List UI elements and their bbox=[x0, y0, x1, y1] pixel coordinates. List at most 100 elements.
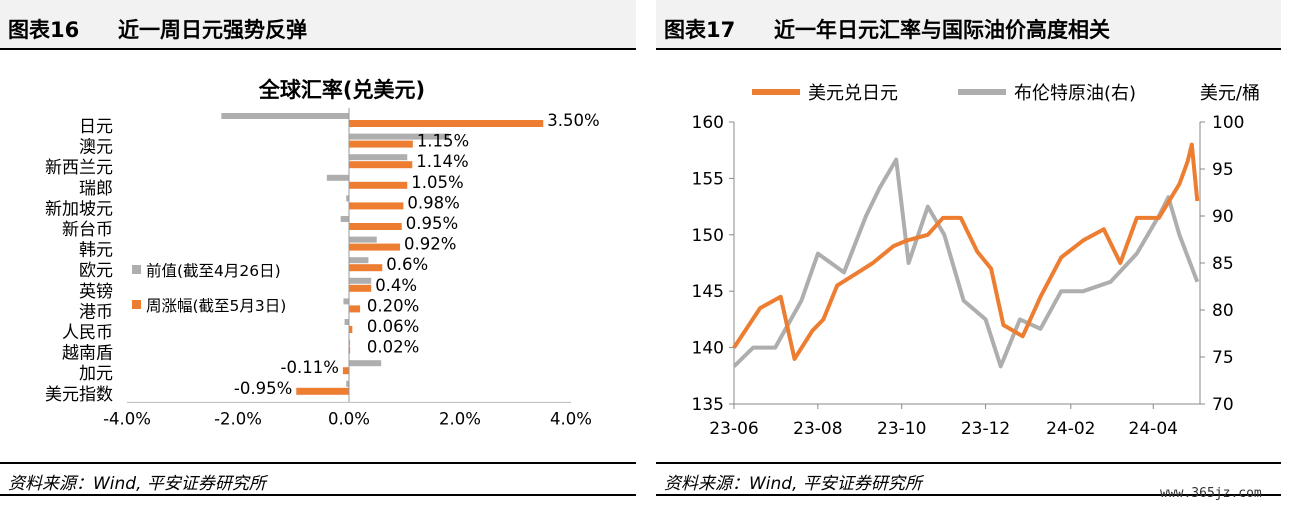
legend-label-previous: 前值(截至4月26日) bbox=[146, 262, 281, 280]
category-label: 澳元 bbox=[79, 138, 113, 158]
x-tick-label: 23-06 bbox=[709, 419, 758, 439]
data-label: 0.95% bbox=[406, 214, 458, 233]
bar-weekly-change bbox=[349, 305, 361, 313]
bar-previous-week bbox=[343, 298, 349, 305]
data-label: 1.05% bbox=[411, 173, 463, 192]
bar-previous-week bbox=[349, 257, 369, 264]
figure-title: 近一周日元强势反弹 bbox=[118, 18, 307, 42]
right-axis-unit: 美元/桶 bbox=[1200, 83, 1260, 104]
x-tick-label: 2.0% bbox=[439, 409, 481, 428]
x-tick-label: 23-10 bbox=[877, 419, 926, 439]
legend-label-weekly: 周涨幅(截至5月3日) bbox=[146, 297, 286, 315]
category-label: 新台币 bbox=[62, 220, 113, 240]
legend-label-usdjpy: 美元兑日元 bbox=[808, 83, 898, 104]
right-tick-label: 75 bbox=[1212, 348, 1234, 368]
left-tick-label: 145 bbox=[692, 282, 724, 302]
watermark: www.365jz.com bbox=[1160, 486, 1262, 501]
bar-previous-week bbox=[349, 360, 382, 367]
source-note: 资料来源：Wind, 平安证券研究所 bbox=[656, 462, 1281, 496]
bar-weekly-change bbox=[349, 202, 404, 210]
left-tick-label: 155 bbox=[692, 169, 724, 189]
figure-16-panel: 图表16 近一周日元强势反弹 全球汇率(兑美元) 日元 3.50% 澳元 1.15% 新西… bbox=[0, 0, 636, 510]
right-tick-label: 100 bbox=[1212, 113, 1244, 133]
legend-swatch-weekly bbox=[132, 300, 141, 309]
bar-weekly-change bbox=[342, 367, 349, 375]
chart-title: 全球汇率(兑美元) bbox=[258, 78, 425, 102]
figure-17-panel: 图表17 近一年日元汇率与国际油价高度相关 135 140 145 150 155 160… bbox=[656, 0, 1281, 510]
left-tick-label: 150 bbox=[692, 226, 724, 246]
data-label: 0.20% bbox=[367, 296, 419, 315]
source-text: 资料来源：Wind, 平安证券研究所 bbox=[8, 474, 266, 494]
x-tick-label: -2.0% bbox=[214, 409, 262, 428]
category-label: 英镑 bbox=[79, 282, 113, 302]
bar-weekly-change bbox=[349, 223, 402, 230]
x-tick-label: 0.0% bbox=[328, 409, 370, 428]
category-label: 瑞郎 bbox=[79, 179, 113, 199]
category-label: 韩元 bbox=[79, 241, 113, 261]
data-label: 0.06% bbox=[367, 317, 419, 336]
figure-header: 图表16 近一周日元强势反弹 bbox=[0, 0, 636, 50]
data-label: 0.98% bbox=[407, 193, 459, 212]
bar-weekly-change bbox=[349, 181, 408, 189]
bar-previous-week bbox=[346, 380, 349, 387]
x-tick-label: 24-02 bbox=[1046, 419, 1095, 439]
figure-header: 图表17 近一年日元汇率与国际油价高度相关 bbox=[656, 0, 1281, 50]
bar-previous-week bbox=[349, 339, 351, 346]
bar-weekly-change bbox=[349, 284, 372, 292]
bar-previous-week bbox=[346, 195, 349, 202]
source-note: 资料来源：Wind, 平安证券研究所 bbox=[0, 462, 636, 496]
bar-previous-week bbox=[326, 174, 349, 181]
figure-number: 图表17 bbox=[664, 18, 736, 42]
bar-weekly-change bbox=[349, 346, 351, 354]
bar-weekly-change bbox=[296, 387, 349, 395]
left-tick-label: 160 bbox=[692, 113, 724, 133]
bar-previous-week bbox=[344, 319, 349, 325]
figure-number: 图表16 bbox=[8, 18, 80, 42]
x-tick-label: -4.0% bbox=[103, 409, 151, 428]
category-label: 港币 bbox=[79, 302, 113, 322]
usdjpy-brent-line-chart: 135 140 145 150 155 160 70 75 80 85 90 95 100 23-06 23… bbox=[692, 83, 1260, 439]
series-line-brent bbox=[732, 157, 1200, 369]
data-label: 0.92% bbox=[404, 235, 456, 254]
data-label: 3.50% bbox=[547, 111, 599, 130]
series-line-usdjpy bbox=[732, 142, 1200, 361]
bar-weekly-change bbox=[349, 120, 544, 127]
category-label: 美元指数 bbox=[45, 385, 113, 405]
bar-weekly-change bbox=[349, 140, 413, 148]
x-tick-label: 23-08 bbox=[793, 419, 842, 439]
left-tick-label: 140 bbox=[692, 339, 724, 359]
legend-swatch-previous bbox=[132, 265, 141, 274]
data-label: -0.11% bbox=[281, 358, 339, 377]
fx-bar-chart: 全球汇率(兑美元) 日元 3.50% 澳元 1.15% 新西兰元 1.14% 瑞郎 1.05% 新… bbox=[45, 78, 600, 428]
data-label: 0.02% bbox=[367, 338, 419, 357]
data-label: 1.15% bbox=[417, 132, 469, 151]
right-tick-label: 70 bbox=[1212, 395, 1234, 415]
category-label: 新加坡元 bbox=[45, 199, 113, 219]
right-tick-label: 95 bbox=[1212, 160, 1234, 180]
category-label: 加元 bbox=[79, 364, 113, 384]
bar-previous-week bbox=[221, 113, 349, 119]
left-tick-label: 135 bbox=[692, 395, 724, 415]
bar-weekly-change bbox=[349, 161, 413, 169]
category-label: 越南盾 bbox=[62, 344, 113, 364]
category-label: 日元 bbox=[79, 117, 113, 137]
bar-weekly-change bbox=[349, 243, 401, 251]
data-label: 0.6% bbox=[386, 255, 428, 274]
source-text: 资料来源：Wind, 平安证券研究所 bbox=[664, 474, 922, 494]
data-label: 0.4% bbox=[375, 276, 417, 295]
legend-label-brent: 布伦特原油(右) bbox=[1014, 83, 1136, 104]
bar-previous-week bbox=[349, 133, 449, 140]
category-label: 新西兰元 bbox=[45, 158, 113, 178]
bar-previous-week bbox=[349, 236, 377, 243]
bar-previous-week bbox=[349, 277, 372, 284]
right-tick-label: 80 bbox=[1212, 301, 1234, 321]
data-label: 1.14% bbox=[416, 152, 468, 171]
right-tick-label: 85 bbox=[1212, 254, 1234, 274]
category-label: 人民币 bbox=[62, 323, 113, 343]
figure-title: 近一年日元汇率与国际油价高度相关 bbox=[774, 18, 1110, 42]
bar-previous-week bbox=[349, 154, 408, 161]
bar-weekly-change bbox=[349, 264, 383, 272]
x-tick-label: 24-04 bbox=[1129, 419, 1178, 439]
x-tick-label: 4.0% bbox=[550, 409, 592, 428]
category-label: 欧元 bbox=[79, 261, 113, 281]
